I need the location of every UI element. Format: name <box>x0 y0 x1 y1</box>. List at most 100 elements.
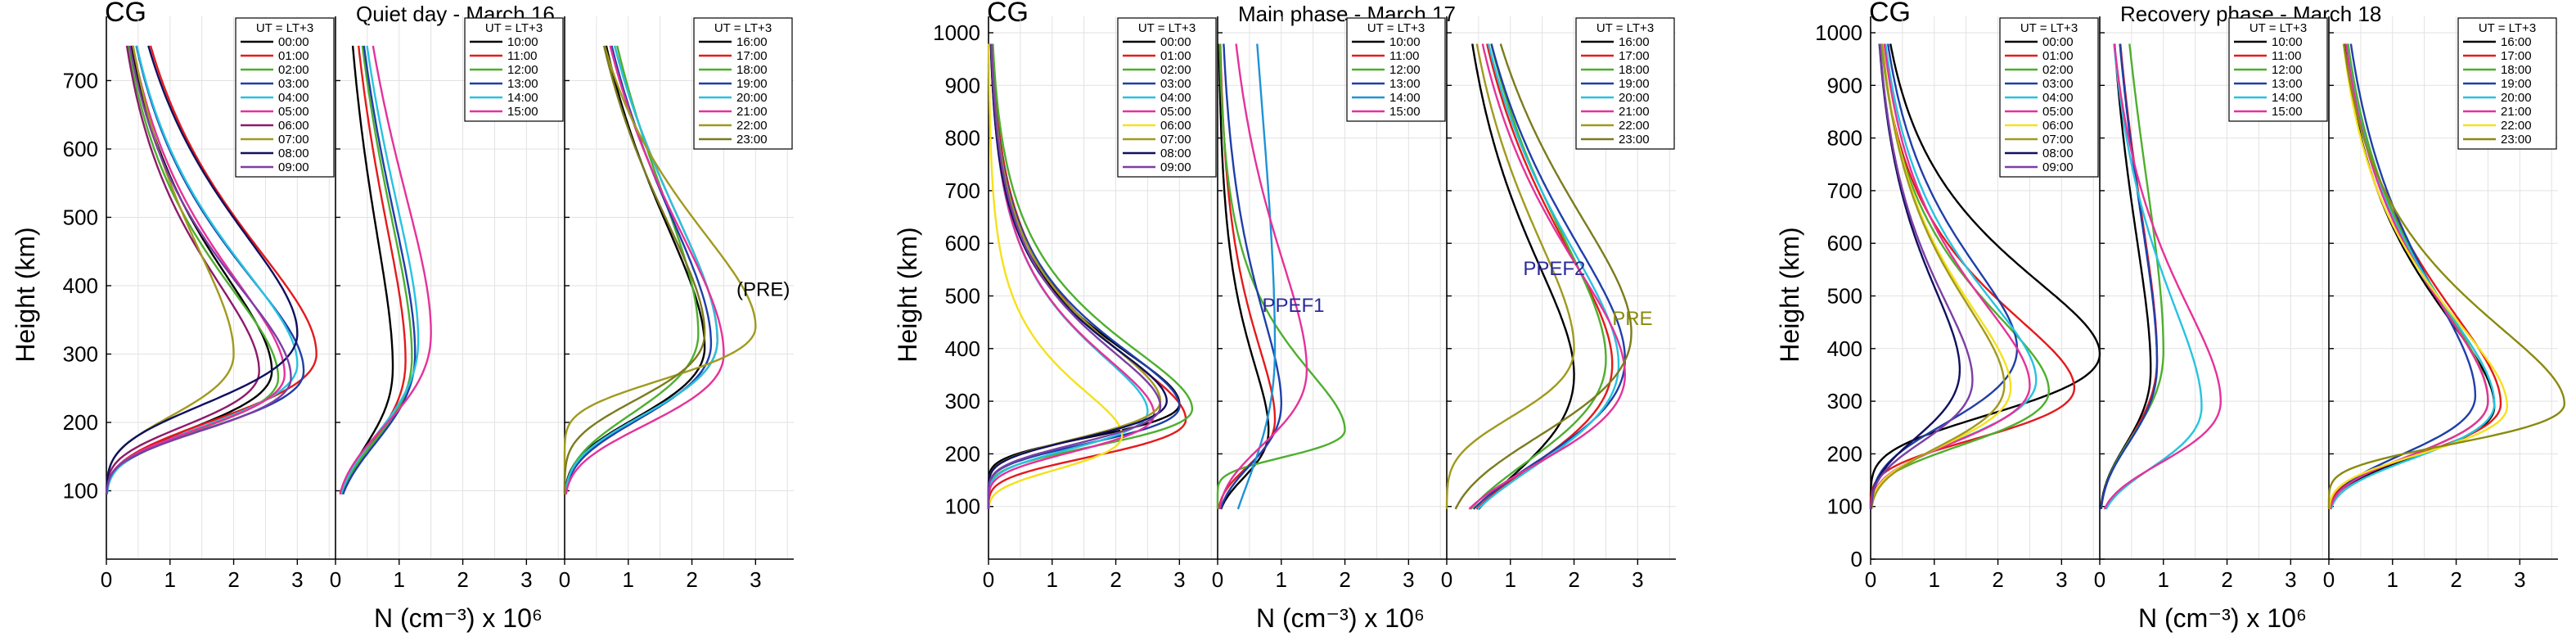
legend-entry: 16:00 <box>2501 35 2532 49</box>
legend-entry: 01:00 <box>1160 49 1191 63</box>
y-tick-label: 100 <box>1827 494 1862 519</box>
y-tick-label: 900 <box>945 73 980 97</box>
series-line-0800 <box>1870 43 1961 509</box>
series-line-1500 <box>2103 43 2222 510</box>
series-line-0300 <box>1870 43 2019 509</box>
y-tick-label: 300 <box>1827 389 1862 413</box>
legend-entry: 08:00 <box>1160 147 1191 160</box>
legend-entry: 09:00 <box>278 160 309 174</box>
legend-entry: 05:00 <box>1160 105 1191 119</box>
series-line-0900 <box>987 43 1162 509</box>
x-tick-label: 0 <box>2323 567 2335 592</box>
y-tick-label: 200 <box>945 441 980 466</box>
x-tick-label: 2 <box>686 567 697 592</box>
series-line-0900 <box>1870 43 1974 509</box>
series-line-1500 <box>1218 43 1308 510</box>
panel-1: 0 1 2 3 UT = LT+300:0001:0002:0003:0004:0005… <box>983 16 1218 592</box>
legend-entry: 07:00 <box>278 133 309 147</box>
x-tick-label: 1 <box>1047 567 1058 592</box>
legend-entry: 18:00 <box>736 63 768 77</box>
legend: UT = LT+300:0001:0002:0003:0004:0005:000… <box>1117 17 1217 178</box>
x-tick-label: 1 <box>1276 567 1287 592</box>
y-axis-label: Height (km) <box>1775 227 1804 362</box>
panel-1: 0 1 2 3 UT = LT+300:0001:0002:0003:0004:0005… <box>101 16 336 592</box>
x-tick-label: 0 <box>983 567 994 592</box>
y-tick-label: 0 <box>1851 547 1862 571</box>
series-group <box>1445 43 1633 510</box>
legend-title: UT = LT+3 <box>1596 21 1654 35</box>
legend-entry: 05:00 <box>278 105 309 119</box>
legend-entry: 16:00 <box>736 35 768 49</box>
series-line-0800 <box>105 45 299 494</box>
x-tick-label: 0 <box>1212 567 1223 592</box>
series-line-0900 <box>106 45 292 494</box>
legend-entry: 19:00 <box>1619 77 1650 91</box>
legend-entry: 22:00 <box>736 119 768 133</box>
annotation: (PRE) <box>736 279 790 301</box>
legend-entry: 01:00 <box>2042 49 2074 63</box>
series-group <box>339 45 432 495</box>
figure-label: CG <box>1869 0 1911 28</box>
legend-entry: 21:00 <box>1619 105 1650 119</box>
series-line-0400 <box>106 45 299 494</box>
legend-entry: 00:00 <box>2042 35 2074 49</box>
legend-entry: 03:00 <box>2042 77 2074 91</box>
series-line-1400 <box>1236 43 1277 510</box>
x-tick-label: 0 <box>559 567 570 592</box>
series-group <box>2327 43 2566 510</box>
x-tick-label: 2 <box>457 567 468 592</box>
legend-title: UT = LT+3 <box>256 21 313 35</box>
legend-entry: 17:00 <box>2501 49 2532 63</box>
series-line-0100 <box>106 45 317 494</box>
series-line-1000 <box>2100 43 2152 510</box>
legend-entry: 00:00 <box>278 35 309 49</box>
series-line-1400 <box>340 45 420 495</box>
series-group <box>105 45 317 494</box>
legend-entry: 09:00 <box>2042 160 2074 174</box>
legend-entry: 22:00 <box>1619 119 1650 133</box>
x-tick-label: 3 <box>2056 567 2067 592</box>
annotation: PRE <box>1612 308 1652 330</box>
y-tick-label: 700 <box>1827 178 1862 203</box>
y-tick-label: 300 <box>63 341 98 366</box>
x-tick-label: 2 <box>1110 567 1121 592</box>
series-line-0700 <box>1870 43 2006 510</box>
series-line-1600 <box>1471 43 1575 510</box>
series-line-1600 <box>564 45 706 494</box>
legend-entry: 22:00 <box>2501 119 2532 133</box>
series-group <box>2100 43 2222 510</box>
legend-entry: 20:00 <box>2501 91 2532 105</box>
x-tick-label: 1 <box>164 567 176 592</box>
series-group <box>563 45 757 494</box>
series-line-0500 <box>1870 43 2031 509</box>
series-line-2100 <box>1468 43 1627 510</box>
series-line-2300 <box>1454 43 1633 510</box>
legend-entry: 08:00 <box>278 147 309 160</box>
legend-entry: 14:00 <box>2272 91 2303 105</box>
y-tick-label: 600 <box>945 231 980 255</box>
legend-entry: 03:00 <box>278 77 309 91</box>
y-tick-label: 800 <box>945 126 980 151</box>
legend-entry: 10:00 <box>507 35 538 49</box>
legend-title: UT = LT+3 <box>714 21 772 35</box>
series-line-1300 <box>2100 43 2159 510</box>
legend-title: UT = LT+3 <box>485 21 543 35</box>
y-tick-label: 500 <box>63 205 98 229</box>
legend-entry: 15:00 <box>507 105 538 119</box>
y-tick-label: 600 <box>63 137 98 161</box>
y-tick-label: 400 <box>63 273 98 298</box>
x-tick-label: 2 <box>2450 567 2461 592</box>
legend-entry: 23:00 <box>1619 133 1650 147</box>
x-tick-label: 2 <box>2221 567 2232 592</box>
x-tick-label: 0 <box>2094 567 2105 592</box>
x-tick-label: 1 <box>1929 567 1940 592</box>
legend-entry: 05:00 <box>2042 105 2074 119</box>
legend-entry: 21:00 <box>736 105 768 119</box>
legend-entry: 14:00 <box>507 91 538 105</box>
series-line-2200 <box>1445 43 1575 509</box>
legend-title: UT = LT+3 <box>1138 21 1196 35</box>
y-tick-label: 700 <box>945 178 980 203</box>
